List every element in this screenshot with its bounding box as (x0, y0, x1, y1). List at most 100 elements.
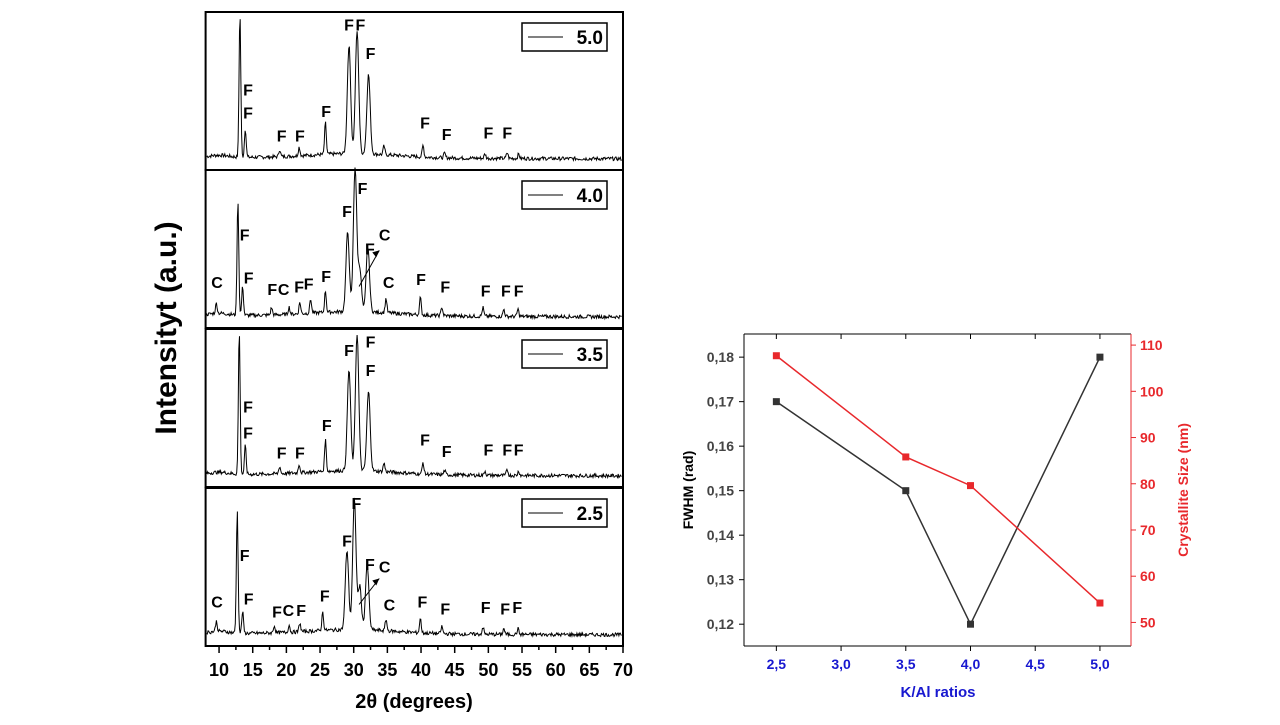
legend-4.0: 4.0 (521, 180, 608, 210)
peak-label-F: F (417, 594, 427, 611)
peak-label-F: F (365, 242, 375, 259)
fwhm-ylabel: FWHM (rad) (680, 451, 696, 530)
x-tick-label: 3,5 (896, 656, 916, 672)
data-point (967, 482, 975, 490)
xrd-trace-2.5 (206, 497, 622, 638)
peak-label-C: C (211, 594, 223, 611)
x-tick-label: 5,0 (1090, 656, 1110, 672)
peak-label-C: C (283, 603, 295, 620)
peak-label-F: F (502, 126, 512, 143)
peak-label-F: F (416, 272, 426, 289)
data-point (772, 352, 780, 360)
arrow-head (372, 578, 380, 586)
data-point (772, 398, 780, 406)
x-tick-label: 25 (310, 660, 330, 680)
series-line-fwhm (775, 356, 1101, 626)
x-tick-label: 4,0 (961, 656, 981, 672)
peak-label-F: F (442, 127, 452, 144)
peak-label-F: F (481, 284, 491, 301)
y-right-tick-label: 90 (1140, 430, 1156, 446)
y-tick-label: 0,12 (707, 616, 734, 632)
peak-label-F: F (277, 445, 287, 462)
peak-label-F: F (352, 496, 362, 513)
peak-label-F: F (267, 282, 277, 299)
x-tick-label: 2,5 (767, 656, 787, 672)
peak-label-F: F (356, 17, 366, 34)
data-point (967, 620, 975, 628)
peak-label-F: F (272, 604, 282, 621)
legend-label: 4.0 (577, 186, 603, 207)
peak-label-F: F (243, 425, 253, 442)
xrd-ylabel: Intensityt (a.u.) (150, 221, 183, 434)
legend-label: 2.5 (577, 504, 604, 525)
xrd-trace-5.0 (206, 19, 622, 163)
x-tick-label: 3,0 (831, 656, 851, 672)
x-tick-label: 4,5 (1025, 656, 1045, 672)
peak-label-F: F (295, 128, 305, 145)
peak-label-F: F (366, 363, 376, 380)
series-line-crystallite-size (775, 355, 1101, 604)
x-tick-label: 70 (613, 660, 633, 680)
x-tick-label: 55 (512, 660, 532, 680)
peak-label-F: F (342, 204, 352, 221)
peak-label-F: F (240, 227, 250, 244)
peak-label-F: F (502, 443, 512, 460)
xrd-trace-4.0 (206, 167, 622, 321)
y-tick-label: 0,13 (707, 572, 734, 588)
peak-label-C: C (211, 275, 223, 292)
peak-label-F: F (501, 284, 511, 301)
peak-label-F: F (243, 105, 253, 122)
y-right-tick-label: 80 (1140, 476, 1156, 492)
x-tick-label: 45 (445, 660, 465, 680)
legend-2.5: 2.5 (521, 498, 608, 528)
peak-label-F: F (481, 600, 491, 617)
peak-label-F: F (304, 276, 314, 293)
peak-label-F: F (277, 128, 287, 145)
peak-label-F: F (514, 284, 524, 301)
data-point (1096, 599, 1104, 607)
peak-label-F: F (320, 589, 330, 606)
y-right-tick-label: 70 (1140, 522, 1156, 538)
x-tick-label: 35 (377, 660, 397, 680)
xrd-xlabel: 2θ (degrees) (355, 691, 473, 713)
peak-label-F: F (440, 279, 450, 296)
legend-5.0: 5.0 (521, 22, 608, 52)
data-point (1096, 353, 1104, 361)
peak-label-F: F (342, 534, 352, 551)
peak-label-F: F (344, 17, 354, 34)
peak-label-F: F (500, 602, 510, 619)
y-tick-label: 0,17 (707, 394, 734, 410)
peak-label-F: F (358, 181, 368, 198)
peak-label-F: F (321, 104, 331, 121)
x-tick-label: 30 (344, 660, 364, 680)
y-right-tick-label: 100 (1140, 383, 1164, 399)
peak-label-F: F (483, 126, 493, 143)
peak-label-F: F (322, 418, 332, 435)
x-tick-label: 40 (411, 660, 431, 680)
legend-label: 3.5 (577, 345, 604, 366)
y-tick-label: 0,15 (707, 483, 734, 499)
peak-label-F: F (420, 432, 430, 449)
peak-label-C: C (278, 282, 290, 299)
peak-label-C: C (384, 597, 396, 614)
peak-label-F: F (321, 269, 331, 286)
peak-label-F: F (244, 591, 254, 608)
peak-label-F: F (420, 115, 430, 132)
x-tick-label: 10 (209, 660, 229, 680)
x-tick-label: 20 (276, 660, 296, 680)
x-tick-label: 50 (478, 660, 498, 680)
peak-label-F: F (295, 445, 305, 462)
peak-label-F: F (483, 443, 493, 460)
peak-label-C: C (379, 227, 391, 244)
x-tick-label: 65 (579, 660, 599, 680)
data-point (902, 453, 910, 461)
y-tick-label: 0,18 (707, 349, 734, 365)
y-right-tick-label: 110 (1140, 337, 1163, 353)
peak-label-F: F (365, 557, 375, 574)
peak-label-F: F (512, 600, 522, 617)
peak-label-C: C (379, 560, 391, 577)
legend-3.5: 3.5 (521, 339, 608, 369)
x-tick-label: 60 (546, 660, 566, 680)
peak-label-C: C (383, 275, 395, 292)
